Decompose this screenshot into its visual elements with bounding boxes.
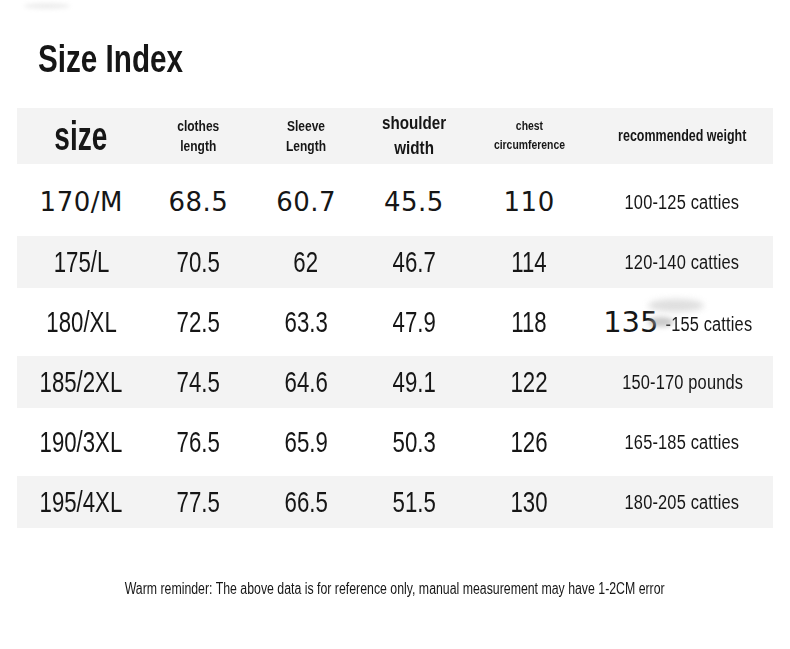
page-title: Size Index bbox=[38, 40, 224, 78]
cell-shoulder-width: 49.1 bbox=[361, 365, 467, 399]
table-row: 170/M 68.5 60.7 45.5 110 100-125 catties bbox=[17, 172, 773, 232]
cell-chest-circumference: 122 bbox=[467, 365, 592, 399]
cell-size: 170/M bbox=[17, 187, 146, 217]
cell-sleeve-length: 66.5 bbox=[251, 485, 361, 519]
cell-recommended-weight: 120-140 catties bbox=[592, 251, 773, 274]
table-row: 175/L 70.5 62 46.7 114 120-140 catties bbox=[17, 232, 773, 292]
warm-reminder-note: Warm reminder: The above data is for ref… bbox=[0, 580, 790, 598]
cell-sleeve-length: 60.7 bbox=[251, 187, 361, 217]
cell-size: 190/3XL bbox=[17, 425, 146, 459]
cell-shoulder-width: 45.5 bbox=[361, 187, 467, 217]
header-cell-shoulder-width: shoulder width bbox=[361, 111, 467, 160]
cell-size: 175/L bbox=[17, 245, 146, 279]
cell-sleeve-length: 62 bbox=[251, 245, 361, 279]
cell-sleeve-length: 64.6 bbox=[251, 365, 361, 399]
cell-chest-circumference: 110 bbox=[467, 187, 592, 217]
cell-sleeve-length: 63.3 bbox=[251, 305, 361, 339]
cell-size: 195/4XL bbox=[17, 485, 146, 519]
header-cell-recommended-weight: recommended weight bbox=[592, 127, 773, 145]
cell-shoulder-width: 47.9 bbox=[361, 305, 467, 339]
table-row: 195/4XL 77.5 66.5 51.5 130 180-205 catti… bbox=[17, 472, 773, 532]
cell-recommended-weight: 135-155 catties bbox=[592, 305, 773, 339]
cell-clothes-length: 68.5 bbox=[146, 187, 252, 217]
cell-recommended-weight: 165-185 catties bbox=[592, 431, 773, 454]
size-table: size clothes length Sleeve Length should… bbox=[17, 108, 773, 532]
cell-recommended-weight: 180-205 catties bbox=[592, 491, 773, 514]
table-header-row: size clothes length Sleeve Length should… bbox=[17, 108, 773, 164]
page-title-text: Size Index bbox=[38, 40, 183, 78]
header-cell-chest-circumference: chest circumference bbox=[467, 117, 592, 155]
cell-chest-circumference: 130 bbox=[467, 485, 592, 519]
table-row: 180/XL 72.5 63.3 47.9 118 135-155 cattie… bbox=[17, 292, 773, 352]
cell-sleeve-length: 65.9 bbox=[251, 425, 361, 459]
header-cell-size: size bbox=[17, 114, 146, 159]
cell-chest-circumference: 118 bbox=[467, 305, 592, 339]
cell-clothes-length: 72.5 bbox=[146, 305, 252, 339]
cell-shoulder-width: 51.5 bbox=[361, 485, 467, 519]
cell-shoulder-width: 46.7 bbox=[361, 245, 467, 279]
cell-recommended-weight: 100-125 catties bbox=[592, 191, 773, 214]
cell-chest-circumference: 126 bbox=[467, 425, 592, 459]
cell-clothes-length: 77.5 bbox=[146, 485, 252, 519]
cell-shoulder-width: 50.3 bbox=[361, 425, 467, 459]
cell-chest-circumference: 114 bbox=[467, 245, 592, 279]
size-chart-page: Size Index size clothes length Sleeve Le… bbox=[0, 0, 790, 649]
header-cell-sleeve-length: Sleeve Length bbox=[251, 116, 361, 157]
cell-clothes-length: 74.5 bbox=[146, 365, 252, 399]
cell-clothes-length: 76.5 bbox=[146, 425, 252, 459]
table-row: 185/2XL 74.5 64.6 49.1 122 150-170 pound… bbox=[17, 352, 773, 412]
cell-clothes-length: 70.5 bbox=[146, 245, 252, 279]
table-row: 190/3XL 76.5 65.9 50.3 126 165-185 catti… bbox=[17, 412, 773, 472]
header-cell-clothes-length: clothes length bbox=[146, 116, 252, 157]
cell-size: 180/XL bbox=[17, 305, 146, 339]
cell-size: 185/2XL bbox=[17, 365, 146, 399]
erased-text-artifact bbox=[24, 3, 70, 9]
cell-recommended-weight: 150-170 pounds bbox=[592, 371, 773, 394]
